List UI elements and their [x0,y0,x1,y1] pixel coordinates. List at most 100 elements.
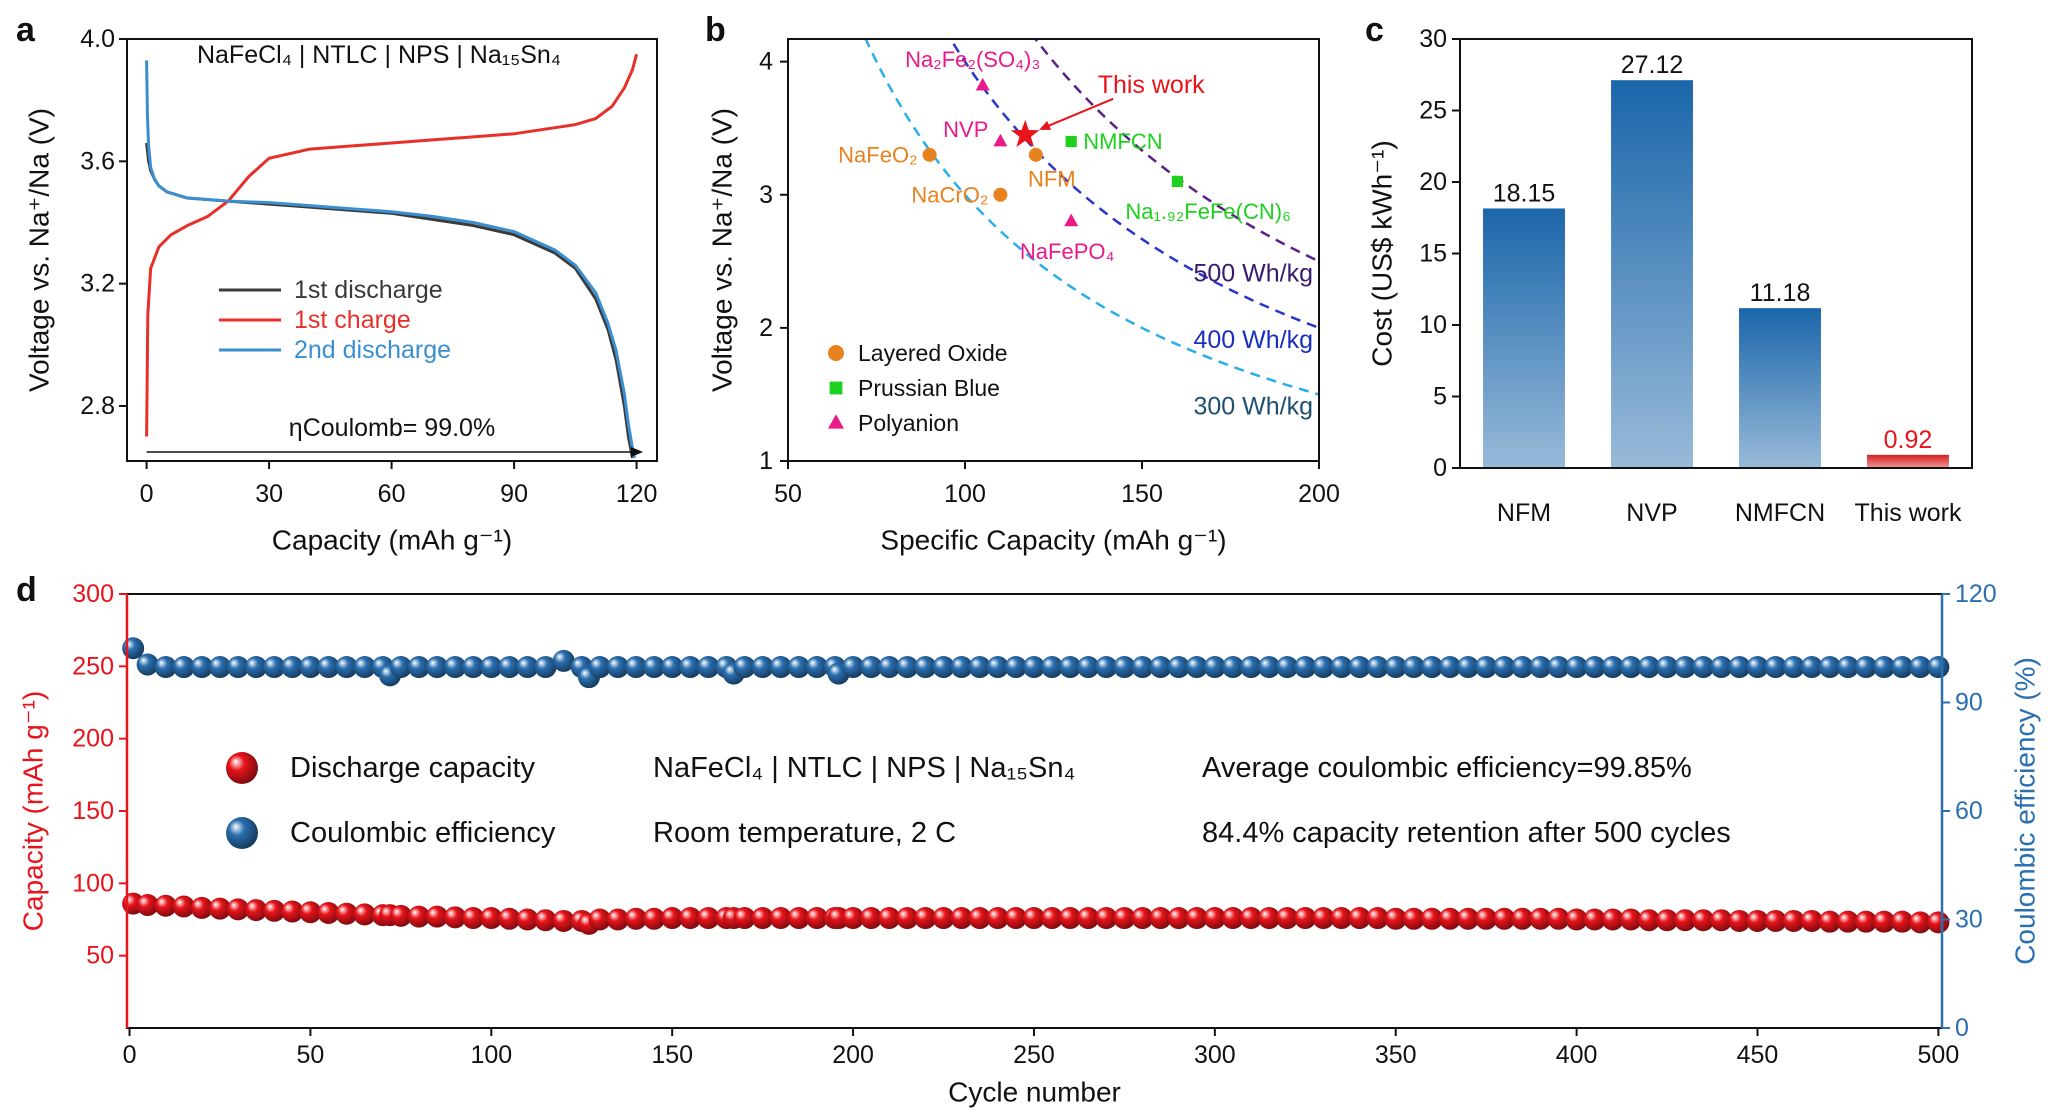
panel-label: d [16,571,37,609]
point-label: NFM [1028,166,1076,191]
annotation: NaFeCl₄ | NTLC | NPS | Na₁₅Sn₄ [653,752,1075,784]
data-point [1203,656,1226,679]
legend-label: Coulombic efficiency [290,817,556,849]
data-point [1240,907,1263,930]
data-point [335,656,358,679]
data-point [1836,656,1859,679]
data-point [1185,907,1208,930]
data-point [1294,907,1317,930]
data-point [1674,909,1697,932]
x-tick-label: 450 [1737,1041,1779,1069]
data-point [1764,909,1787,932]
data-point [462,656,485,679]
data-point [1312,907,1335,930]
legend-label: Layered Oxide [858,340,1008,366]
data-point [1800,909,1823,932]
x-tick-label: NFM [1497,499,1551,527]
y-tick-label: 25 [1419,97,1447,125]
data-point [1059,907,1082,930]
y-tick-label: 3.2 [80,270,115,298]
y-tick-label: 150 [72,797,114,825]
y-tick-label: 120 [1955,580,1997,608]
data-point [1475,656,1498,679]
data-point [1420,907,1443,930]
data-point [787,656,810,679]
data-point [1420,656,1443,679]
data-point [1529,907,1552,930]
bar [1611,80,1693,469]
data-point [1836,910,1859,933]
data-point [993,133,1008,147]
point-label: NaFePO₄ [1020,239,1115,264]
panel-label: b [705,11,726,49]
data-point [1384,907,1407,930]
data-point [1240,656,1263,679]
data-point [1059,656,1082,679]
point-label: NaCrO₂ [911,182,988,207]
value-label: 0.92 [1884,426,1933,454]
data-point [154,894,177,917]
legend-marker [226,752,258,784]
data-point [1330,907,1353,930]
x-tick-label: 60 [378,480,406,508]
data-point [1692,656,1715,679]
legend-label: 1st charge [294,306,411,334]
data-point [1149,907,1172,930]
data-point [534,909,557,932]
panel-label: a [16,11,36,49]
data-point [1855,910,1878,933]
legend-label: 2nd discharge [294,336,451,364]
x-tick-label: 50 [774,480,802,508]
energy-label: 400 Wh/kg [1193,326,1313,354]
bar [1739,308,1821,468]
data-point [1746,909,1769,932]
data-point [922,147,937,162]
data-point [426,656,449,679]
y-tick-label: 2.8 [80,392,115,420]
data-point [1728,656,1751,679]
highlight-arrow [1040,97,1114,130]
data-point [697,907,720,930]
y-tick-label: 15 [1419,240,1447,268]
data-point [1258,656,1281,679]
panel-label: c [1365,11,1384,49]
legend-label: 1st discharge [294,276,443,304]
data-point [1782,909,1805,932]
data-point [986,656,1009,679]
data-point [1077,656,1100,679]
x-tick-label: 90 [500,480,528,508]
y-tick-label: 50 [86,942,114,970]
data-point [1529,656,1552,679]
legend-marker [828,345,844,361]
data-point [588,656,611,679]
x-tick-label: 150 [1121,480,1163,508]
data-point [1637,909,1660,932]
y-tick-label: 200 [72,725,114,753]
data-point [975,77,990,91]
data-point [299,901,322,924]
data-point [1746,656,1769,679]
data-point [914,656,937,679]
data-point [1891,910,1914,933]
data-point [444,906,467,929]
data-point [842,656,865,679]
data-point [1511,907,1534,930]
data-point [1674,656,1697,679]
data-point [679,656,702,679]
y-tick-label: 2 [759,314,773,342]
data-point [1022,907,1045,930]
point-label: NMFCN [1083,129,1162,154]
data-point [769,907,792,930]
data-point [154,656,177,679]
x-tick-label: 200 [832,1041,874,1069]
y-tick-label: 3 [759,181,773,209]
data-point [353,903,376,926]
data-point [1384,656,1407,679]
data-point [1547,656,1570,679]
data-point [462,907,485,930]
data-point [1348,656,1371,679]
data-point [733,907,756,930]
x-tick-label: 150 [651,1041,693,1069]
x-tick-label: 100 [470,1041,512,1069]
plot-frame [787,38,1320,462]
